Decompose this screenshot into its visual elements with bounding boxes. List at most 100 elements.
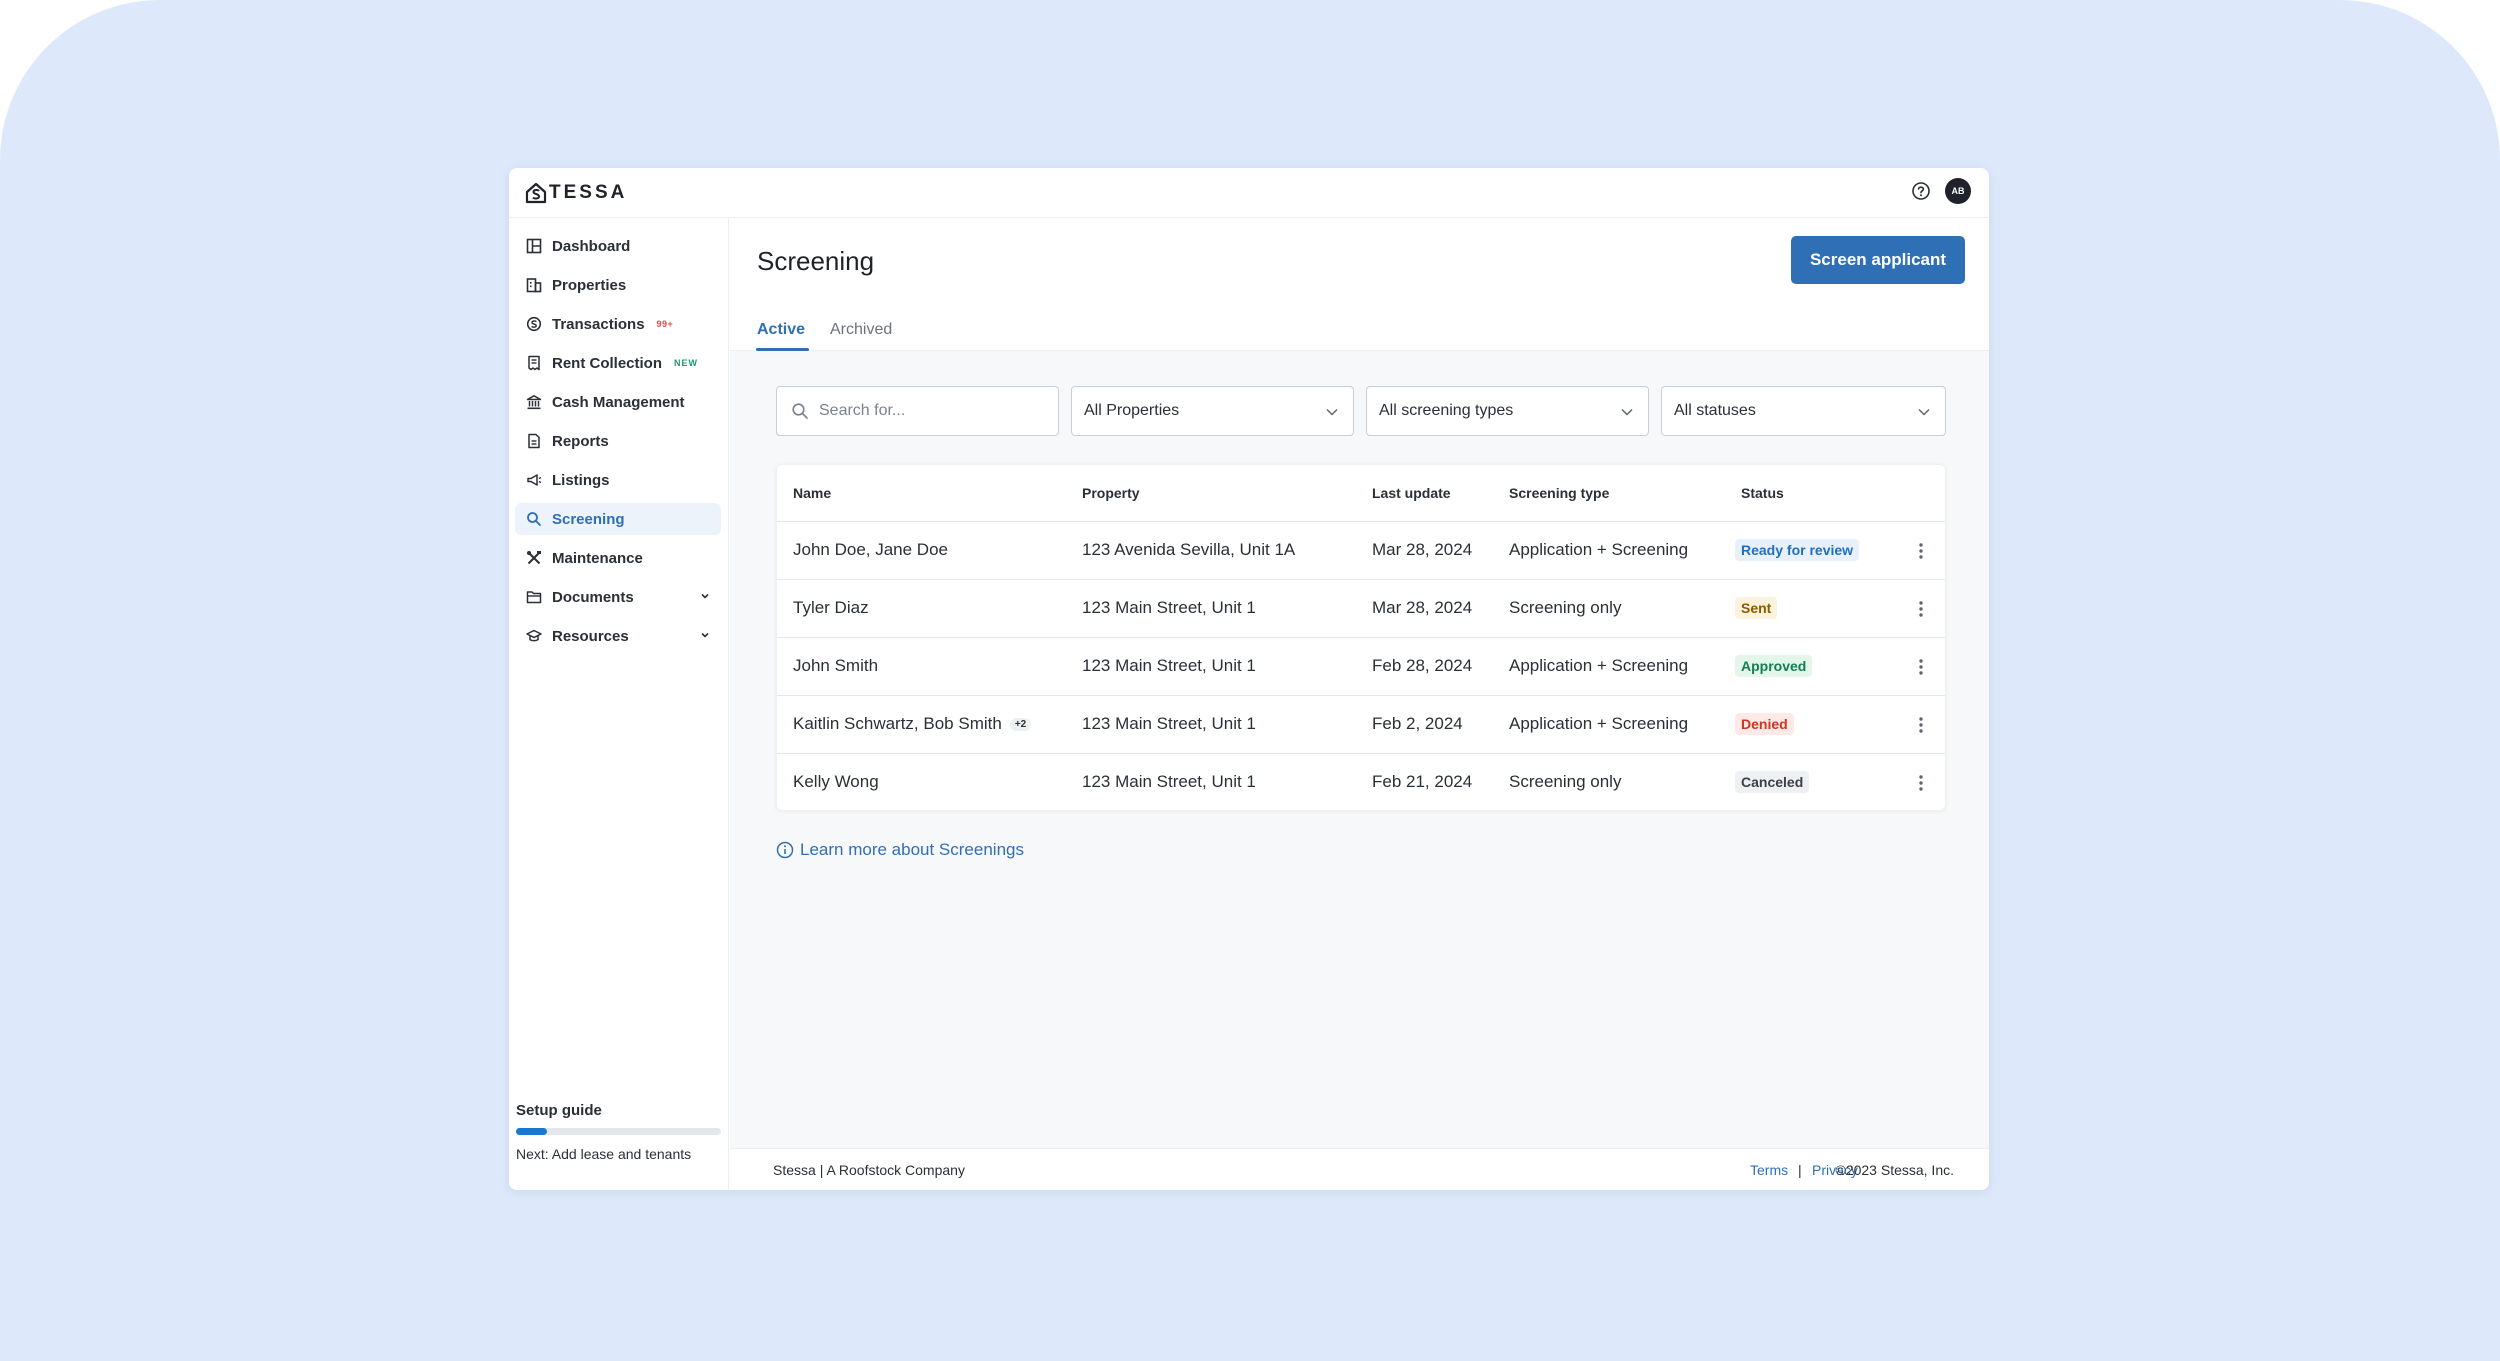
more-options-icon[interactable]	[1909, 655, 1933, 679]
sidebar-item-cash-management[interactable]: Cash Management	[515, 386, 721, 418]
setup-progress-bar	[516, 1128, 721, 1135]
sidebar-item-label: Transactions	[552, 315, 645, 333]
sidebar: Dashboard Properties Transactions 99+ Re…	[509, 218, 729, 1190]
more-options-icon[interactable]	[1909, 713, 1933, 737]
report-icon	[525, 432, 543, 450]
page-title: Screening	[757, 246, 875, 276]
screening-type-filter-select[interactable]: All screening types	[1366, 386, 1649, 436]
table-row[interactable]: Tyler Diaz 123 Main Street, Unit 1 Mar 2…	[777, 580, 1945, 638]
notification-count-badge: 99+	[656, 319, 674, 329]
row-name-cell: Kaitlin Schwartz, Bob Smith +2	[793, 714, 1032, 734]
new-badge: NEW	[674, 358, 699, 368]
row-last-update: Feb 28, 2024	[1372, 656, 1473, 675]
footer-company: Stessa | A Roofstock Company	[773, 1162, 965, 1178]
sidebar-item-screening[interactable]: Screening	[515, 503, 721, 535]
learn-more-link[interactable]: Learn more about Screenings	[776, 840, 1024, 860]
sidebar-item-resources[interactable]: Resources	[515, 620, 721, 652]
row-property: 123 Main Street, Unit 1	[1082, 772, 1256, 791]
row-screening-type: Screening only	[1509, 772, 1622, 791]
row-property: 123 Main Street, Unit 1	[1082, 714, 1256, 733]
top-bar: TESSA AB	[509, 168, 1989, 218]
sidebar-item-dashboard[interactable]: Dashboard	[515, 230, 721, 262]
sidebar-item-listings[interactable]: Listings	[515, 464, 721, 496]
search-icon	[525, 510, 543, 528]
tab-archived[interactable]: Archived	[830, 321, 893, 338]
more-options-icon[interactable]	[1909, 597, 1933, 621]
sidebar-item-maintenance[interactable]: Maintenance	[515, 542, 721, 574]
stessa-logo[interactable]: TESSA	[525, 180, 627, 206]
bank-icon	[525, 393, 543, 411]
more-options-icon[interactable]	[1909, 539, 1933, 563]
terms-link[interactable]: Terms	[1750, 1162, 1789, 1178]
sidebar-item-documents[interactable]: Documents	[515, 581, 721, 613]
table-row[interactable]: Kelly Wong 123 Main Street, Unit 1 Feb 2…	[777, 754, 1945, 812]
search-input[interactable]: Search for...	[776, 386, 1059, 436]
column-header-screening-type[interactable]: Screening type	[1509, 485, 1610, 501]
footer: Stessa | A Roofstock Company Terms | Pri…	[730, 1148, 1989, 1190]
sidebar-item-reports[interactable]: Reports	[515, 425, 721, 457]
sidebar-item-transactions[interactable]: Transactions 99+	[515, 308, 721, 340]
row-screening-type: Application + Screening	[1509, 656, 1689, 675]
row-name: John Smith	[793, 656, 879, 675]
row-property: 123 Main Street, Unit 1	[1082, 656, 1256, 675]
privacy-link[interactable]: Privacy	[1812, 1162, 1858, 1178]
setup-next-step[interactable]: Next: Add lease and tenants	[516, 1146, 692, 1162]
row-screening-type: Screening only	[1509, 598, 1622, 617]
table-row[interactable]: Kaitlin Schwartz, Bob Smith +2 123 Main S…	[777, 696, 1945, 754]
search-placeholder: Search for...	[819, 402, 906, 419]
megaphone-icon	[525, 471, 543, 489]
status-badge: Sent	[1735, 597, 1778, 619]
tab-active[interactable]: Active	[757, 321, 806, 338]
tools-icon	[525, 549, 543, 567]
graduation-cap-icon	[525, 627, 543, 645]
column-header-status[interactable]: Status	[1741, 485, 1784, 501]
footer-separator: |	[1798, 1162, 1802, 1178]
additional-applicants-badge: +2	[1009, 718, 1032, 731]
sidebar-item-properties[interactable]: Properties	[515, 269, 721, 301]
table-header-divider	[777, 521, 1945, 522]
folder-icon	[525, 588, 543, 606]
row-name: John Doe, Jane Doe	[793, 540, 948, 559]
info-icon	[776, 841, 794, 859]
sidebar-item-rent-collection[interactable]: Rent Collection NEW	[515, 347, 721, 379]
sidebar-item-label: Dashboard	[552, 237, 631, 255]
table-row[interactable]: John Smith 123 Main Street, Unit 1 Feb 2…	[777, 638, 1945, 696]
chevron-down-icon	[701, 593, 709, 599]
search-icon	[792, 403, 808, 419]
status-badge: Canceled	[1735, 771, 1810, 793]
column-header-last-update[interactable]: Last update	[1372, 485, 1451, 501]
sidebar-item-label: Documents	[552, 588, 634, 606]
sidebar-item-label: Maintenance	[552, 549, 643, 567]
status-filter-select[interactable]: All statuses	[1661, 386, 1946, 436]
user-avatar[interactable]: AB	[1945, 178, 1971, 204]
row-last-update: Mar 28, 2024	[1372, 598, 1473, 617]
row-property: 123 Avenida Sevilla, Unit 1A	[1082, 540, 1296, 559]
status-badge: Ready for review	[1735, 539, 1860, 561]
chevron-down-icon	[1621, 408, 1633, 416]
building-icon	[525, 276, 543, 294]
sidebar-item-label: Reports	[552, 432, 609, 450]
help-icon[interactable]	[1910, 180, 1932, 202]
setup-guide-title[interactable]: Setup guide	[516, 1102, 602, 1119]
status-filter-value: All statuses	[1674, 402, 1756, 419]
table-row[interactable]: John Doe, Jane Doe 123 Avenida Sevilla, …	[777, 522, 1945, 580]
properties-filter-value: All Properties	[1084, 402, 1180, 419]
properties-filter-select[interactable]: All Properties	[1071, 386, 1354, 436]
screen-applicant-button[interactable]: Screen applicant	[1791, 236, 1965, 284]
row-last-update: Mar 28, 2024	[1372, 540, 1473, 559]
dashboard-icon	[525, 237, 543, 255]
row-screening-type: Application + Screening	[1509, 540, 1689, 559]
chevron-down-icon	[1918, 408, 1930, 416]
row-property: 123 Main Street, Unit 1	[1082, 598, 1256, 617]
screenings-table: Name Property Last update Screening type…	[776, 464, 1946, 811]
column-header-name[interactable]: Name	[793, 485, 832, 501]
page-header: Screening Screen applicant Active Archiv…	[730, 218, 1989, 351]
learn-more-label: Learn more about Screenings	[800, 840, 1024, 859]
sidebar-item-label: Rent Collection	[552, 354, 663, 372]
copyright-text: ©2023 Stessa, Inc.	[1835, 1162, 1955, 1178]
more-options-icon[interactable]	[1909, 771, 1933, 795]
brand-name: TESSA	[549, 182, 628, 203]
transactions-icon	[525, 315, 543, 333]
active-tab-indicator	[756, 348, 809, 351]
column-header-property[interactable]: Property	[1082, 485, 1140, 501]
